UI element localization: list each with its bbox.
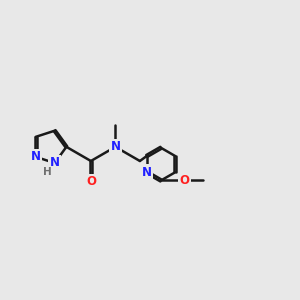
Text: O: O — [179, 174, 190, 187]
Text: H: H — [44, 167, 52, 177]
Text: N: N — [31, 150, 41, 163]
Text: N: N — [110, 140, 120, 153]
Text: O: O — [86, 175, 96, 188]
Text: N: N — [142, 166, 152, 179]
Text: N: N — [50, 157, 60, 169]
